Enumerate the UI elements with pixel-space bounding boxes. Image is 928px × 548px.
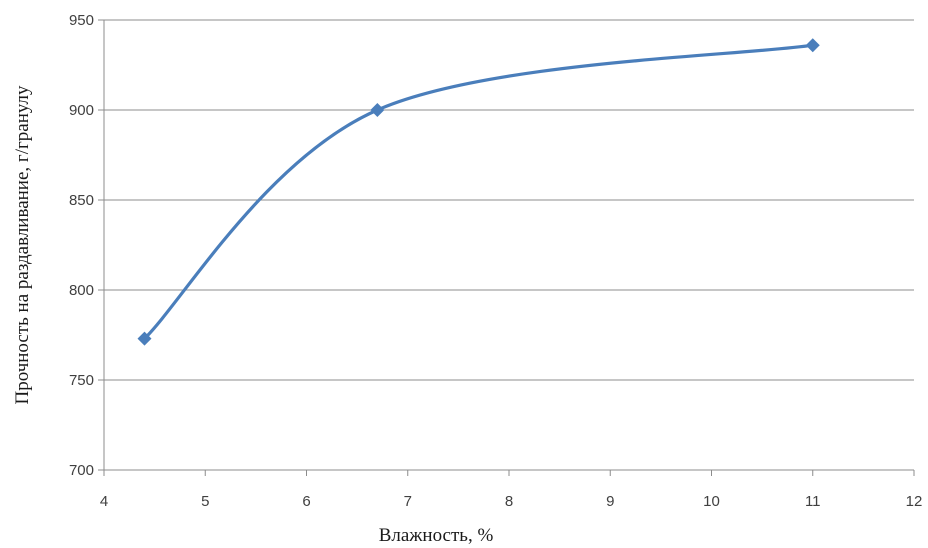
series-line-0	[142, 43, 815, 341]
y-tick-label-700: 700	[69, 462, 94, 479]
axes	[98, 19, 915, 476]
x-tick-label-8: 8	[505, 493, 513, 510]
x-tick-label-10: 10	[703, 493, 720, 510]
x-tick-label-9: 9	[606, 493, 614, 510]
tick-labels: 700 750 800 850 900 950 4 5 6 7 8 9 10 11 12	[69, 12, 922, 510]
series-layer	[137, 38, 820, 346]
data-point-0-0	[137, 331, 152, 346]
x-tick-label-11: 11	[805, 493, 821, 510]
x-tick-label-7: 7	[404, 493, 412, 510]
grid-lines	[104, 19, 914, 381]
x-tick-label-4: 4	[100, 493, 108, 510]
x-tick-label-5: 5	[201, 493, 209, 510]
y-tick-label-850: 850	[69, 192, 94, 209]
y-axis-title: Прочность на раздавливание, г/гранулу	[12, 85, 33, 405]
data-point-0-2	[805, 38, 820, 53]
x-axis-title: Влажность, %	[379, 525, 494, 546]
y-tick-label-750: 750	[69, 372, 94, 389]
y-tick-label-800: 800	[69, 282, 94, 299]
x-tick-label-6: 6	[302, 493, 310, 510]
y-tick-label-900: 900	[69, 102, 94, 119]
x-tick-label-12: 12	[906, 493, 923, 510]
data-point-0-1	[370, 103, 385, 117]
y-tick-label-950: 950	[69, 12, 94, 29]
